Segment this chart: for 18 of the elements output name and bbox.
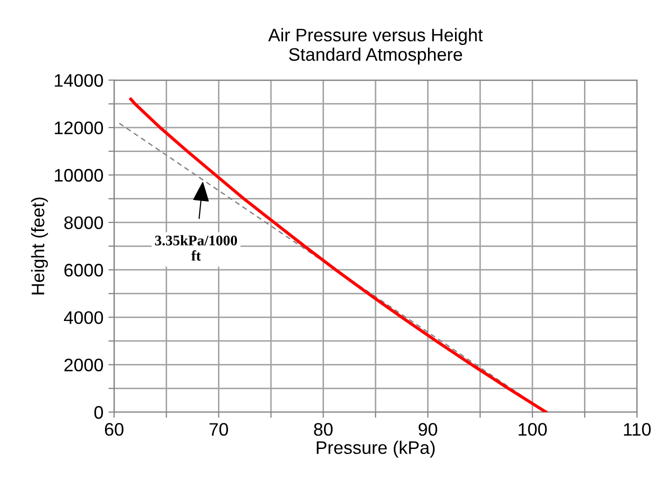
x-axis-title: Pressure (kPa) (316, 440, 435, 458)
y-tick-label: 2000 (64, 358, 103, 372)
x-tick-label: 100 (518, 423, 547, 436)
x-tick-label: 60 (104, 423, 124, 436)
x-tick-label: 90 (418, 423, 438, 436)
y-tick-label: 10000 (54, 168, 103, 182)
x-tick-label: 70 (210, 423, 228, 436)
y-tick-label: 14000 (54, 74, 103, 87)
y-tick-label: 6000 (64, 264, 103, 277)
y-tick-label: 0 (94, 406, 103, 419)
x-tick-label: 80 (314, 423, 333, 436)
y-tick-label: 4000 (64, 311, 103, 324)
y-tick-label: 8000 (64, 216, 103, 230)
x-tick-label: 110 (624, 423, 651, 436)
y-tick-label: 12000 (54, 122, 103, 134)
annotation: 3.35kPa/1000 ft (155, 235, 238, 261)
y-axis-title: Height (feet) (31, 198, 48, 294)
chart-title: Air Pressure versus Height Standard Atmosphere (268, 28, 483, 64)
